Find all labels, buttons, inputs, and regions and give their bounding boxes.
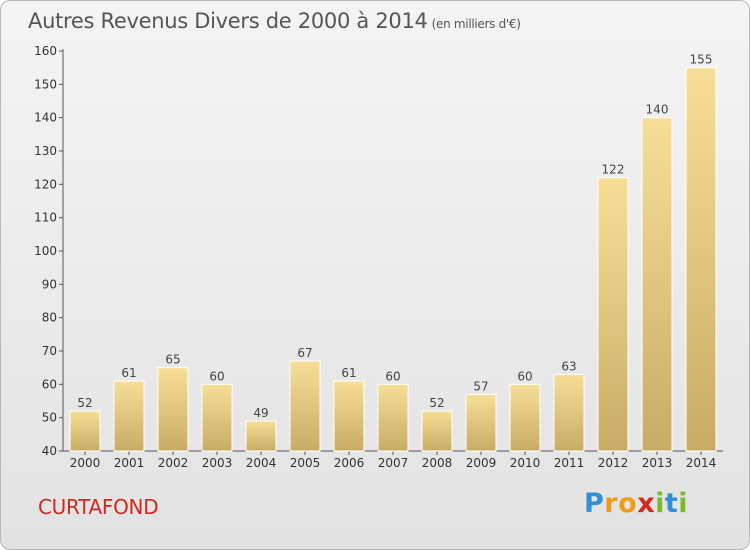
y-tick-label: 140: [34, 111, 57, 125]
bar: [465, 393, 497, 452]
logo-letter: P: [584, 488, 605, 519]
logo-letter: i: [678, 488, 689, 519]
y-tick-label: 50: [42, 411, 57, 425]
logo-letter: t: [664, 488, 679, 519]
y-tick-label: 70: [42, 344, 57, 358]
x-tick-label: 2008: [422, 456, 453, 470]
bar: [377, 383, 409, 452]
bar-value-label: 122: [602, 163, 625, 177]
bar: [509, 383, 541, 452]
bar-value-label: 49: [253, 406, 268, 420]
y-tick-label: 60: [42, 377, 57, 391]
y-tick-label: 100: [34, 244, 57, 258]
logo-letter: i: [655, 488, 665, 519]
y-tick-label: 90: [42, 277, 57, 291]
y-tick-label: 130: [34, 144, 57, 158]
bar-value-label: 155: [690, 53, 713, 67]
bar: [685, 67, 717, 452]
bar: [421, 410, 453, 452]
bar: [69, 410, 101, 452]
bar-value-label: 57: [473, 379, 488, 393]
proxiti-logo: Proxiti: [584, 488, 688, 519]
x-tick-label: 2012: [598, 456, 629, 470]
bar: [289, 360, 321, 452]
y-tick-label: 160: [34, 44, 57, 58]
bar-value-label: 52: [77, 396, 92, 410]
y-tick-label: 150: [34, 77, 57, 91]
y-tick-label: 120: [34, 177, 57, 191]
bar: [553, 373, 585, 452]
x-tick-label: 2003: [202, 456, 233, 470]
bar-value-label: 65: [165, 353, 180, 367]
x-tick-label: 2010: [510, 456, 541, 470]
bar-value-label: 60: [209, 369, 224, 383]
bar-value-label: 60: [385, 369, 400, 383]
x-tick-label: 2009: [466, 456, 497, 470]
chart-subtitle: (en milliers d'€): [431, 17, 521, 31]
x-tick-label: 2005: [290, 456, 321, 470]
bar-value-label: 61: [121, 366, 136, 380]
bar-value-label: 140: [646, 103, 669, 117]
bar-value-label: 60: [517, 369, 532, 383]
logo-letter: x: [637, 488, 656, 519]
x-tick-label: 2007: [378, 456, 409, 470]
bar: [597, 177, 629, 452]
y-tick-label: 80: [42, 311, 57, 325]
y-tick-label: 110: [34, 211, 57, 225]
x-tick-label: 2006: [334, 456, 365, 470]
bar: [245, 420, 277, 452]
x-tick-label: 2014: [686, 456, 717, 470]
x-tick-label: 2002: [158, 456, 189, 470]
x-tick-label: 2011: [554, 456, 585, 470]
x-tick-label: 2004: [246, 456, 277, 470]
bar: [201, 383, 233, 452]
bar-value-label: 52: [429, 396, 444, 410]
logo-letter: o: [618, 488, 638, 519]
bar: [641, 117, 673, 452]
chart-bars: [69, 67, 717, 452]
bar-value-label: 63: [561, 359, 576, 373]
chart-axes: 40 50 60 70 80 90 100 110 120 130 140 150 160 2000 200…: [34, 44, 723, 470]
x-tick-label: 2013: [642, 456, 673, 470]
bar-value-label: 61: [341, 366, 356, 380]
x-tick-label: 2001: [114, 456, 145, 470]
bar: [157, 367, 189, 452]
place-name: CURTAFOND: [38, 495, 159, 519]
x-tick-label: 2000: [70, 456, 101, 470]
y-tick-label: 40: [42, 444, 57, 458]
bar: [333, 380, 365, 452]
chart-value-labels: 52 61 65 60 49 67 61 60 52 57 60 63 122 140 155: [77, 53, 712, 420]
logo-letter: r: [604, 488, 619, 519]
chart-title: Autres Revenus Divers de 2000 à 2014 (en …: [28, 9, 521, 33]
bar: [113, 380, 145, 452]
bar-value-label: 67: [297, 346, 312, 360]
